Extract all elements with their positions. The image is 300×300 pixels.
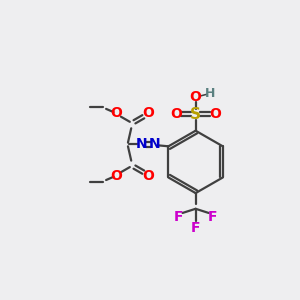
- Text: H: H: [205, 87, 215, 100]
- Text: N: N: [136, 137, 147, 152]
- Text: N: N: [149, 137, 161, 152]
- Text: O: O: [110, 106, 122, 120]
- Text: O: O: [110, 169, 122, 183]
- Text: O: O: [170, 107, 182, 121]
- Text: F: F: [208, 210, 218, 224]
- Text: O: O: [142, 106, 154, 120]
- Text: O: O: [209, 107, 221, 121]
- Text: S: S: [190, 106, 201, 122]
- Text: F: F: [174, 210, 183, 224]
- Text: F: F: [191, 221, 200, 235]
- Text: O: O: [142, 169, 154, 183]
- Text: O: O: [190, 90, 202, 104]
